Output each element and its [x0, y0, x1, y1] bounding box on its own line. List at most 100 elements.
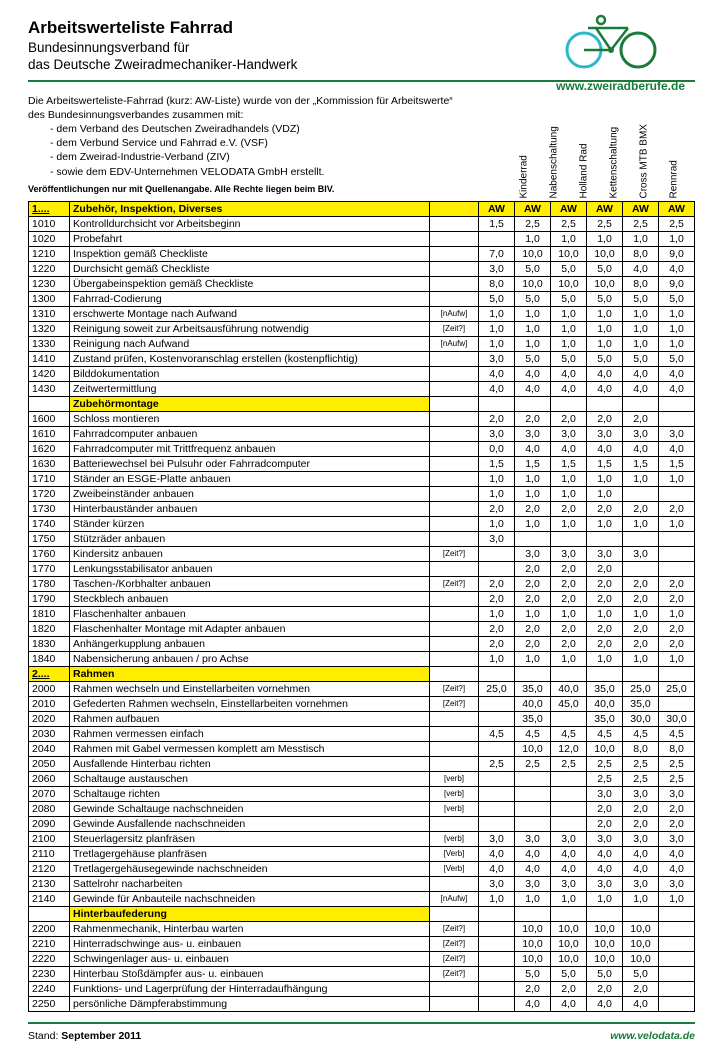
- row-code: 1320: [29, 321, 70, 336]
- row-value: 4,0: [623, 261, 659, 276]
- row-value: 9,0: [659, 276, 695, 291]
- table-row: 1600Schloss montieren2,02,02,02,02,0: [29, 411, 695, 426]
- row-value: 2,0: [623, 501, 659, 516]
- row-value: 1,0: [659, 606, 695, 621]
- row-value: 5,0: [587, 966, 623, 981]
- row-value: 4,0: [587, 861, 623, 876]
- row-value: 10,0: [623, 951, 659, 966]
- table-row: 1010Kontrolldurchsicht vor Arbeitsbeginn…: [29, 216, 695, 231]
- table-row: 2250persönliche Dämpferabstimmung4,04,04…: [29, 996, 695, 1011]
- row-value: 2,0: [623, 576, 659, 591]
- row-value: 2,0: [659, 591, 695, 606]
- row-code: 2....: [29, 666, 70, 681]
- row-note: [430, 276, 479, 291]
- row-value: [551, 396, 587, 411]
- row-value: 10,0: [587, 921, 623, 936]
- page: Arbeitswerteliste Fahrrad Bundesinnungsv…: [0, 0, 723, 1052]
- row-note: [verb]: [430, 771, 479, 786]
- row-value: 1,0: [551, 336, 587, 351]
- row-value: 35,0: [587, 711, 623, 726]
- row-value: 5,0: [587, 351, 623, 366]
- table-row: 1790Steckblech anbauen2,02,02,02,02,02,0: [29, 591, 695, 606]
- row-value: 35,0: [515, 711, 551, 726]
- row-desc: Tretlagergehäuse planfräsen: [70, 846, 430, 861]
- row-code: 2120: [29, 861, 70, 876]
- row-value: [479, 396, 515, 411]
- row-note: [430, 396, 479, 411]
- row-code: 2100: [29, 831, 70, 846]
- row-desc: Gewinde für Anbauteile nachschneiden: [70, 891, 430, 906]
- row-code: 1720: [29, 486, 70, 501]
- row-value: [659, 921, 695, 936]
- row-value: 5,0: [515, 261, 551, 276]
- row-desc: Ständer an ESGE-Platte anbauen: [70, 471, 430, 486]
- row-value: [551, 816, 587, 831]
- column-header: Nabenschaltung: [548, 127, 562, 199]
- row-value: 1,0: [659, 891, 695, 906]
- row-value: 2,0: [479, 636, 515, 651]
- row-value: 3,0: [587, 426, 623, 441]
- row-value: 3,0: [551, 546, 587, 561]
- row-desc: Zubehörmontage: [70, 396, 430, 411]
- row-value: 4,0: [515, 846, 551, 861]
- row-note: [430, 486, 479, 501]
- row-code: [29, 396, 70, 411]
- row-value: 2,5: [587, 771, 623, 786]
- row-code: 2080: [29, 801, 70, 816]
- table-row: 1830Anhängerkupplung anbauen2,02,02,02,0…: [29, 636, 695, 651]
- row-value: 5,0: [551, 261, 587, 276]
- table-row: 1840Nabensicherung anbauen / pro Achse1,…: [29, 651, 695, 666]
- row-desc: Steuerlagersitz planfräsen: [70, 831, 430, 846]
- row-value: 4,0: [587, 441, 623, 456]
- row-code: 1840: [29, 651, 70, 666]
- row-value: 4,0: [515, 366, 551, 381]
- row-code: 1230: [29, 276, 70, 291]
- row-value: 5,0: [515, 966, 551, 981]
- row-value: 4,0: [623, 381, 659, 396]
- row-desc: Flaschenhalter Montage mit Adapter anbau…: [70, 621, 430, 636]
- row-value: 4,0: [515, 996, 551, 1011]
- row-code: 2040: [29, 741, 70, 756]
- row-value: [515, 396, 551, 411]
- row-note: [430, 411, 479, 426]
- row-value: 4,0: [587, 366, 623, 381]
- row-value: 2,0: [515, 621, 551, 636]
- row-value: 2,5: [659, 771, 695, 786]
- row-value: 2,5: [479, 756, 515, 771]
- row-value: [515, 771, 551, 786]
- footer-stand: Stand: September 2011: [28, 1030, 141, 1042]
- row-value: 1,0: [515, 651, 551, 666]
- row-value: [551, 666, 587, 681]
- row-value: 1,5: [515, 456, 551, 471]
- row-code: 1770: [29, 561, 70, 576]
- row-value: 2,0: [587, 501, 623, 516]
- row-code: 1020: [29, 231, 70, 246]
- row-desc: Zeitwertermittlung: [70, 381, 430, 396]
- row-value: [659, 996, 695, 1011]
- row-note: [verb]: [430, 831, 479, 846]
- row-value: 2,0: [587, 801, 623, 816]
- table-row: 1420Bilddokumentation4,04,04,04,04,04,0: [29, 366, 695, 381]
- row-value: 4,0: [587, 846, 623, 861]
- row-value: 0,0: [479, 441, 515, 456]
- row-desc: Taschen-/Korbhalter anbauen: [70, 576, 430, 591]
- row-desc: Fahrradcomputer anbauen: [70, 426, 430, 441]
- row-value: 4,5: [623, 726, 659, 741]
- row-value: 1,5: [551, 456, 587, 471]
- row-value: 1,0: [479, 891, 515, 906]
- row-note: [430, 366, 479, 381]
- row-value: 3,0: [551, 831, 587, 846]
- row-value: [551, 801, 587, 816]
- row-value: [551, 906, 587, 921]
- table-row: 2080Gewinde Schaltauge nachschneiden[ver…: [29, 801, 695, 816]
- row-note: [430, 216, 479, 231]
- row-value: [479, 936, 515, 951]
- row-desc: Anhängerkupplung anbauen: [70, 636, 430, 651]
- row-value: [659, 981, 695, 996]
- row-code: 2000: [29, 681, 70, 696]
- row-value: 1,0: [551, 471, 587, 486]
- row-value: [659, 951, 695, 966]
- row-note: [430, 201, 479, 216]
- row-value: 1,0: [479, 306, 515, 321]
- row-note: [430, 876, 479, 891]
